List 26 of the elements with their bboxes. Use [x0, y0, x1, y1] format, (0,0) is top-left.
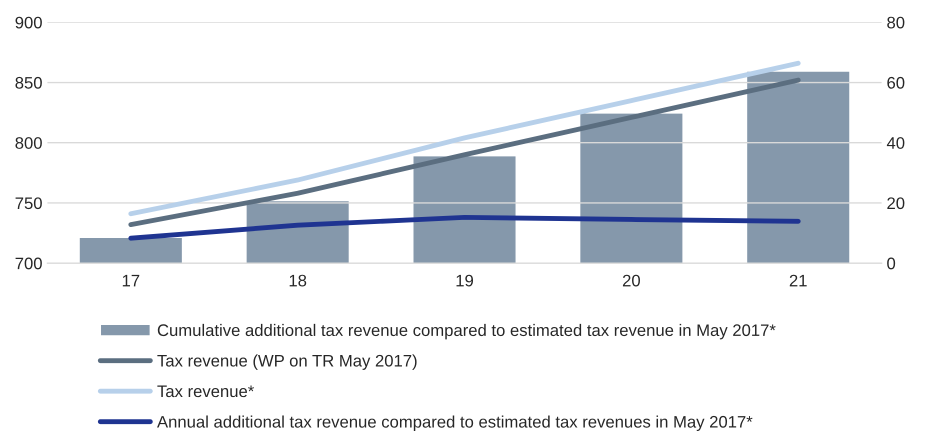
line-series [128, 60, 801, 216]
y2-tick-label: 40 [886, 137, 904, 149]
y-tick-label: 750 [16, 197, 42, 210]
legend-label: Cumulative additional tax revenue compared to estimated tax revenue in May 2017* [158, 324, 776, 340]
y-tick-label: 800 [15, 137, 42, 149]
x-tick-label: 20 [622, 274, 640, 286]
y-tick-label: 700 [16, 258, 42, 270]
line-series [128, 78, 801, 228]
line-series [128, 214, 801, 241]
bar [746, 70, 851, 264]
legend-label: Annual additional tax revenue compared to estimated tax revenues in May 2017* [157, 415, 752, 431]
y-tick-label: 900 [16, 16, 42, 29]
y2-tick-label: 0 [887, 258, 896, 270]
bar [578, 112, 684, 264]
x-tick-label: 19 [456, 274, 473, 286]
legend-label: Tax revenue* [157, 386, 254, 398]
bar [412, 154, 517, 264]
y2-tick-label: 60 [887, 76, 904, 89]
x-tick-label: 17 [122, 274, 140, 286]
y2-tick-label: 20 [887, 197, 904, 210]
bar [78, 236, 184, 264]
legend-label: Tax revenue (WP on TR May 2017) [157, 354, 417, 370]
x-tick-label: 21 [790, 274, 807, 286]
y-tick-label: 850 [15, 76, 42, 89]
x-tick-label: 18 [290, 274, 306, 286]
y2-tick-label: 80 [887, 16, 904, 29]
